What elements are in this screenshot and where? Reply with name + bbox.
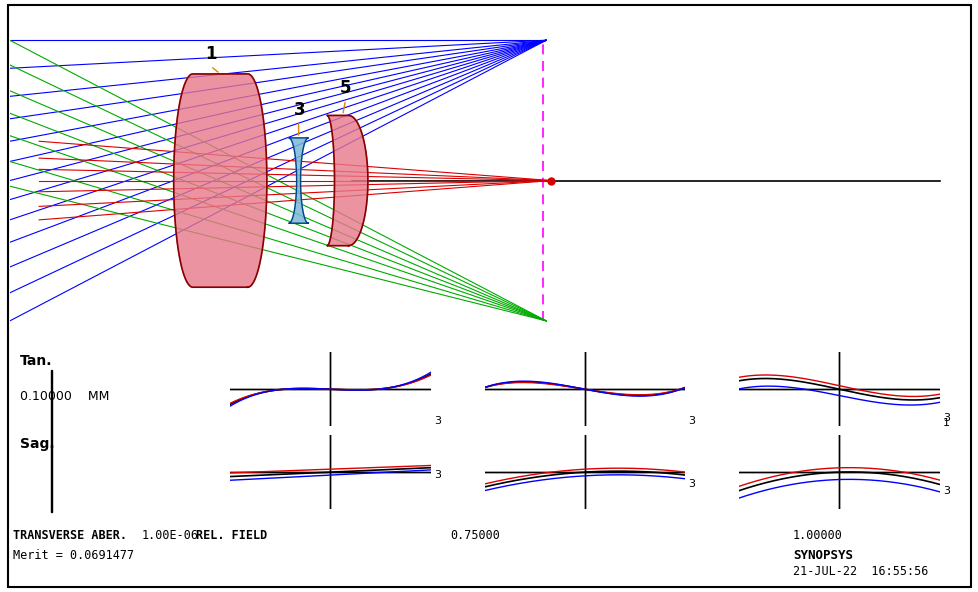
Polygon shape <box>173 74 267 287</box>
Polygon shape <box>289 138 308 223</box>
Text: Tan.: Tan. <box>20 354 52 368</box>
Text: REL. FIELD: REL. FIELD <box>196 529 267 542</box>
Text: Merit = 0.0691477: Merit = 0.0691477 <box>13 549 134 562</box>
Text: 0.10000    MM: 0.10000 MM <box>20 390 109 403</box>
Text: 1.00E-06: 1.00E-06 <box>142 529 199 542</box>
Text: 3: 3 <box>433 417 440 426</box>
Text: 3: 3 <box>942 485 949 496</box>
Text: 0.75000: 0.75000 <box>450 529 500 542</box>
Text: TRANSVERSE ABER.: TRANSVERSE ABER. <box>13 529 126 542</box>
Text: 3: 3 <box>293 101 305 120</box>
Text: 1: 1 <box>205 46 217 63</box>
Text: 5: 5 <box>339 79 351 97</box>
Text: 1: 1 <box>942 418 949 428</box>
Text: 3: 3 <box>688 479 694 489</box>
Polygon shape <box>327 115 368 246</box>
Text: Sag.: Sag. <box>20 437 54 451</box>
Text: 3: 3 <box>688 417 694 426</box>
Text: 1.00000: 1.00000 <box>792 529 842 542</box>
Text: 3: 3 <box>433 470 440 480</box>
Text: 21-JUL-22  16:55:56: 21-JUL-22 16:55:56 <box>792 565 927 578</box>
Text: 3: 3 <box>942 413 949 423</box>
Text: SYNOPSYS: SYNOPSYS <box>792 549 852 562</box>
